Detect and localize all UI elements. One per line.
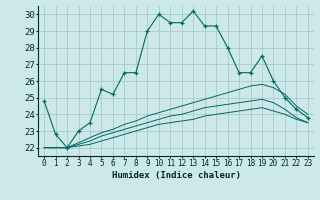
X-axis label: Humidex (Indice chaleur): Humidex (Indice chaleur) (111, 171, 241, 180)
